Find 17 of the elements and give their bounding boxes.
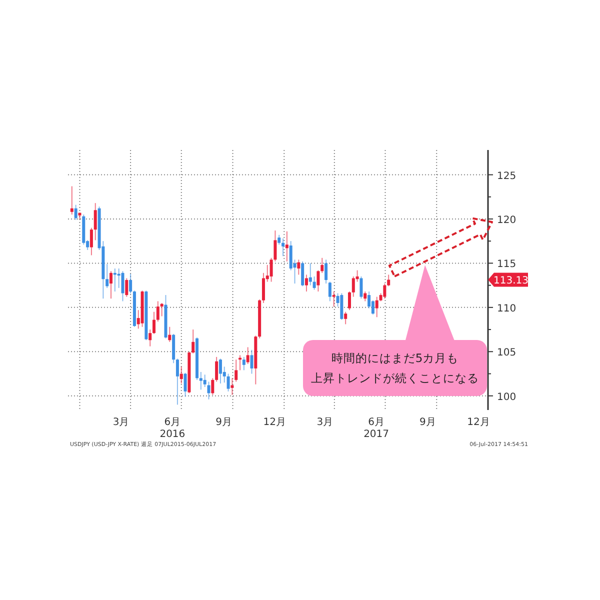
y-tick-label: 120 [497,214,516,226]
annotation: 時間的にはまだ5カ月も [331,351,459,365]
y-tick-label: 105 [497,348,516,359]
y-tick-label: 110 [497,303,516,314]
x-tick-label: 3月 [316,417,334,428]
y-tick-label: 115 [497,259,516,270]
text: 113.13 [494,276,528,287]
x-tick-label: 9月 [419,417,436,428]
y-tick-label: 100 [497,392,516,403]
x-tick-label: 6月 2016 [160,417,186,440]
x-tick-label: 3月 [112,417,130,428]
x-tick-label: 12月 [263,417,286,428]
x-tick-label: 9月 [216,417,232,428]
x-tick-label: 12月 [467,417,490,428]
annotation: 上昇トレンドが続くことになる [311,371,479,385]
x-tick-label: 6月 2017 [364,417,390,440]
y-tick-label: 125 [497,170,516,182]
